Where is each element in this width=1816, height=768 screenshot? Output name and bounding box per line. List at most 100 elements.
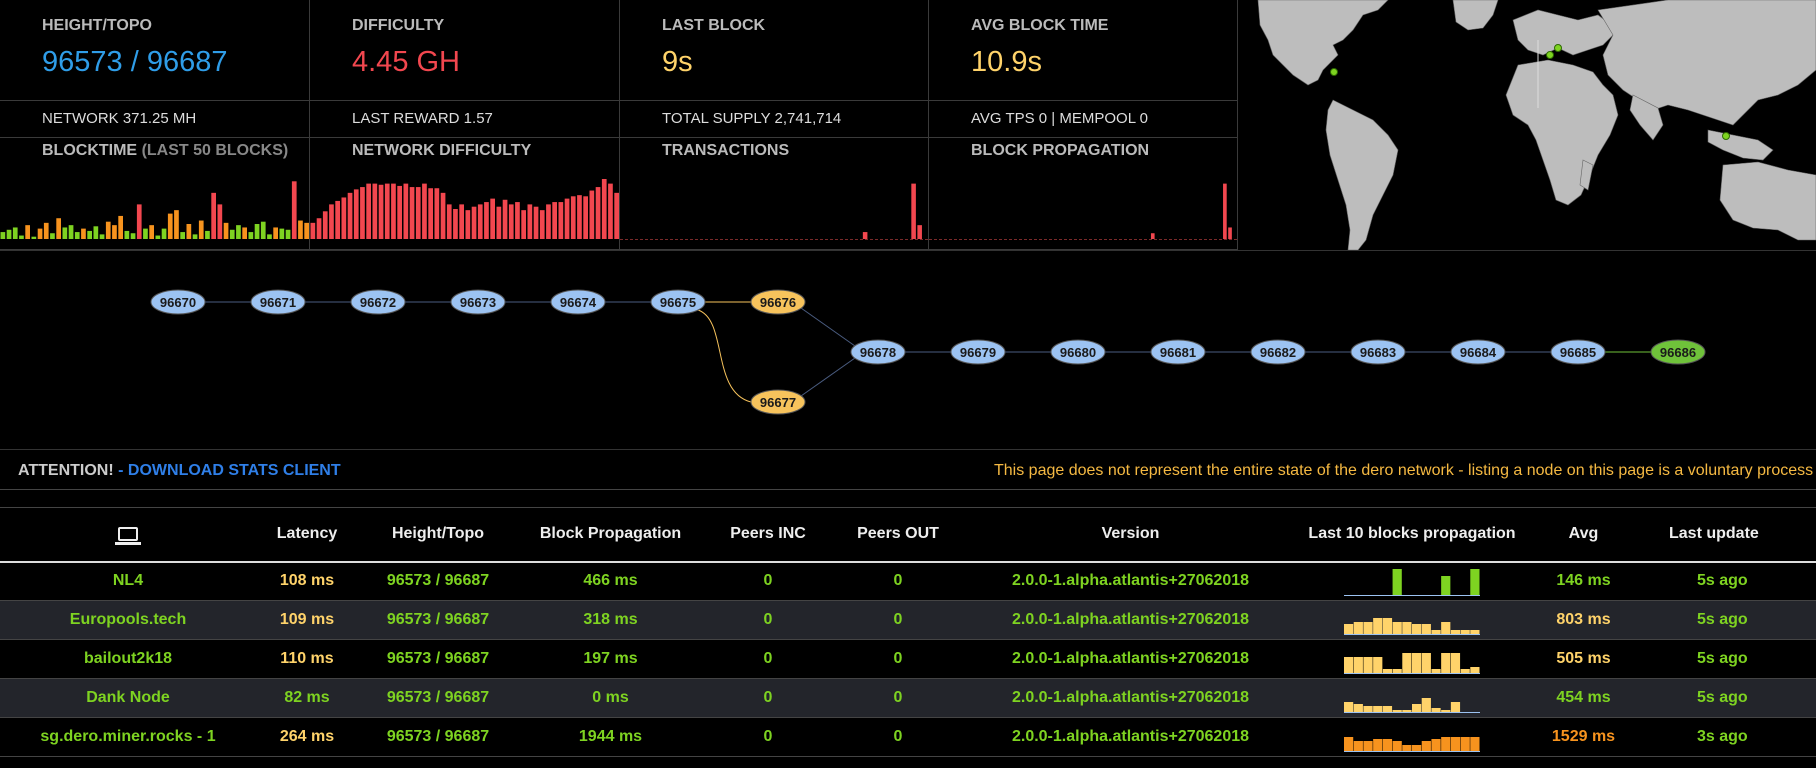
chart-bar (248, 232, 254, 239)
sparkline-bar (1363, 622, 1373, 634)
peers-out-cell: 0 (833, 600, 963, 640)
chart-bar (583, 196, 588, 239)
block-node[interactable]: 96682 (1250, 339, 1306, 365)
network-hashrate-text: NETWORK 371.25 MH (42, 110, 197, 127)
sparkline-bar (1441, 622, 1451, 634)
propagation-chart-label: BLOCK PROPAGATION (971, 142, 1150, 159)
chart-bar (130, 233, 136, 239)
chart-bar (471, 206, 477, 239)
sparkline-bar (1421, 741, 1431, 751)
block-node[interactable]: 96671 (250, 289, 306, 315)
svg-text:96682: 96682 (1260, 345, 1296, 360)
block-node[interactable]: 96673 (450, 289, 506, 315)
block-node[interactable]: 96684 (1450, 339, 1506, 365)
table-row[interactable]: Dank Node 82 ms 96573 / 96687 0 ms 0 0 2.0.0-1… (0, 678, 1816, 718)
block-node[interactable]: 96680 (1050, 339, 1106, 365)
chart-bar (360, 187, 365, 239)
chart-bar (521, 210, 526, 239)
latency-cell: 109 ms (256, 600, 358, 640)
block-node[interactable]: 96679 (950, 339, 1006, 365)
header-avg[interactable]: Avg (1526, 507, 1641, 563)
chart-bar (322, 211, 328, 239)
block-node[interactable]: 96672 (350, 289, 406, 315)
header-height-topo[interactable]: Height/Topo (358, 507, 518, 563)
sparkline-bar (1412, 653, 1422, 673)
header-last-update[interactable]: Last update (1641, 507, 1816, 563)
svg-text:96672: 96672 (360, 295, 396, 310)
sparkline-bar (1431, 708, 1441, 712)
chart-bar (490, 198, 495, 239)
block-node[interactable]: 96674 (550, 289, 606, 315)
chart-bar (136, 204, 142, 239)
table-row[interactable]: NL4 108 ms 96573 / 96687 466 ms 0 0 2.0.0-1.al… (0, 561, 1816, 601)
chart-bar (515, 202, 520, 239)
chart-bar (527, 204, 533, 239)
block-node[interactable]: 96678 (850, 339, 906, 365)
node-name-cell: sg.dero.miner.rocks - 1 (0, 717, 256, 757)
block-node[interactable]: 96683 (1350, 339, 1406, 365)
block-node[interactable]: 96675 (650, 289, 706, 315)
sparkline-bar (1344, 737, 1354, 751)
last-update-cell: 5s ago (1641, 678, 1816, 718)
laptop-icon (115, 526, 141, 545)
chart-bar (577, 195, 582, 239)
svg-text:96684: 96684 (1460, 345, 1497, 360)
height-topo-cell: HEIGHT/TOPO 96573 / 96687 (0, 0, 310, 101)
propagation-sparkline (1344, 737, 1480, 752)
avg-tps-mempool-text: AVG TPS 0 | MEMPOOL 0 (971, 110, 1149, 127)
sparkline-bar (1363, 657, 1373, 673)
stats-panel: HEIGHT/TOPO 96573 / 96687 DIFFICULTY 4.4… (0, 0, 1238, 250)
download-stats-client-link[interactable]: - DOWNLOAD STATS CLIENT (118, 462, 341, 479)
header-version[interactable]: Version (963, 507, 1298, 563)
chart-bar (434, 188, 440, 239)
sparkline-bar (1363, 706, 1373, 712)
peers-inc-cell: 0 (703, 639, 833, 679)
block-node[interactable]: 96686 (1650, 339, 1706, 365)
header-last-10-propagation[interactable]: Last 10 blocks propagation (1298, 507, 1526, 563)
version-cell: 2.0.0-1.alpha.atlantis+27062018 (963, 561, 1298, 601)
chart-bar (180, 232, 185, 239)
last-update-cell: 3s ago (1641, 717, 1816, 757)
block-node[interactable]: 96677 (750, 389, 806, 415)
difficulty-cell: DIFFICULTY 4.45 GH (310, 0, 620, 101)
chart-bar (1228, 227, 1232, 239)
sparkline-bar (1421, 653, 1431, 673)
chart-bar (62, 227, 68, 239)
chart-bar (484, 202, 489, 239)
chart-bar (601, 179, 607, 239)
chart-bar (31, 236, 37, 239)
chart-bar (570, 196, 576, 239)
header-block-propagation[interactable]: Block Propagation (518, 507, 703, 563)
block-node[interactable]: 96676 (750, 289, 806, 315)
table-header: Latency Height/Topo Block Propagation Pe… (0, 507, 1816, 563)
block-node[interactable]: 96670 (150, 289, 206, 315)
chart-bar (260, 221, 266, 239)
sparkline-bar (1402, 653, 1412, 673)
chart-bar (50, 233, 55, 239)
chart-bar (428, 188, 433, 239)
chart-bar (917, 225, 922, 239)
chart-bar (546, 204, 551, 239)
chart-bar (267, 234, 272, 239)
table-row[interactable]: Europools.tech 109 ms 96573 / 96687 318 ms 0… (0, 600, 1816, 640)
chart-bar (254, 224, 260, 239)
chart-bar (242, 227, 247, 239)
header-node[interactable] (0, 507, 256, 563)
version-cell: 2.0.0-1.alpha.atlantis+27062018 (963, 717, 1298, 757)
table-row[interactable]: bailout2k18 110 ms 96573 / 96687 197 ms 0 0 2.… (0, 639, 1816, 679)
header-latency[interactable]: Latency (256, 507, 358, 563)
table-row[interactable]: sg.dero.miner.rocks - 1 264 ms 96573 / 966… (0, 717, 1816, 757)
sparkline-bar (1441, 653, 1451, 673)
sparkline-bar (1373, 706, 1383, 712)
sparkline-bar (1460, 630, 1470, 634)
header-peers-out[interactable]: Peers OUT (833, 507, 963, 563)
header-peers-inc[interactable]: Peers INC (703, 507, 833, 563)
propagation-sparkline (1344, 618, 1480, 635)
block-node[interactable]: 96681 (1150, 339, 1206, 365)
sparkline-bar (1392, 741, 1402, 751)
sparkline-bar (1470, 667, 1480, 673)
chart-bar (124, 230, 130, 239)
chart-bar (496, 206, 502, 239)
chart-bar (341, 197, 347, 239)
block-node[interactable]: 96685 (1550, 339, 1606, 365)
